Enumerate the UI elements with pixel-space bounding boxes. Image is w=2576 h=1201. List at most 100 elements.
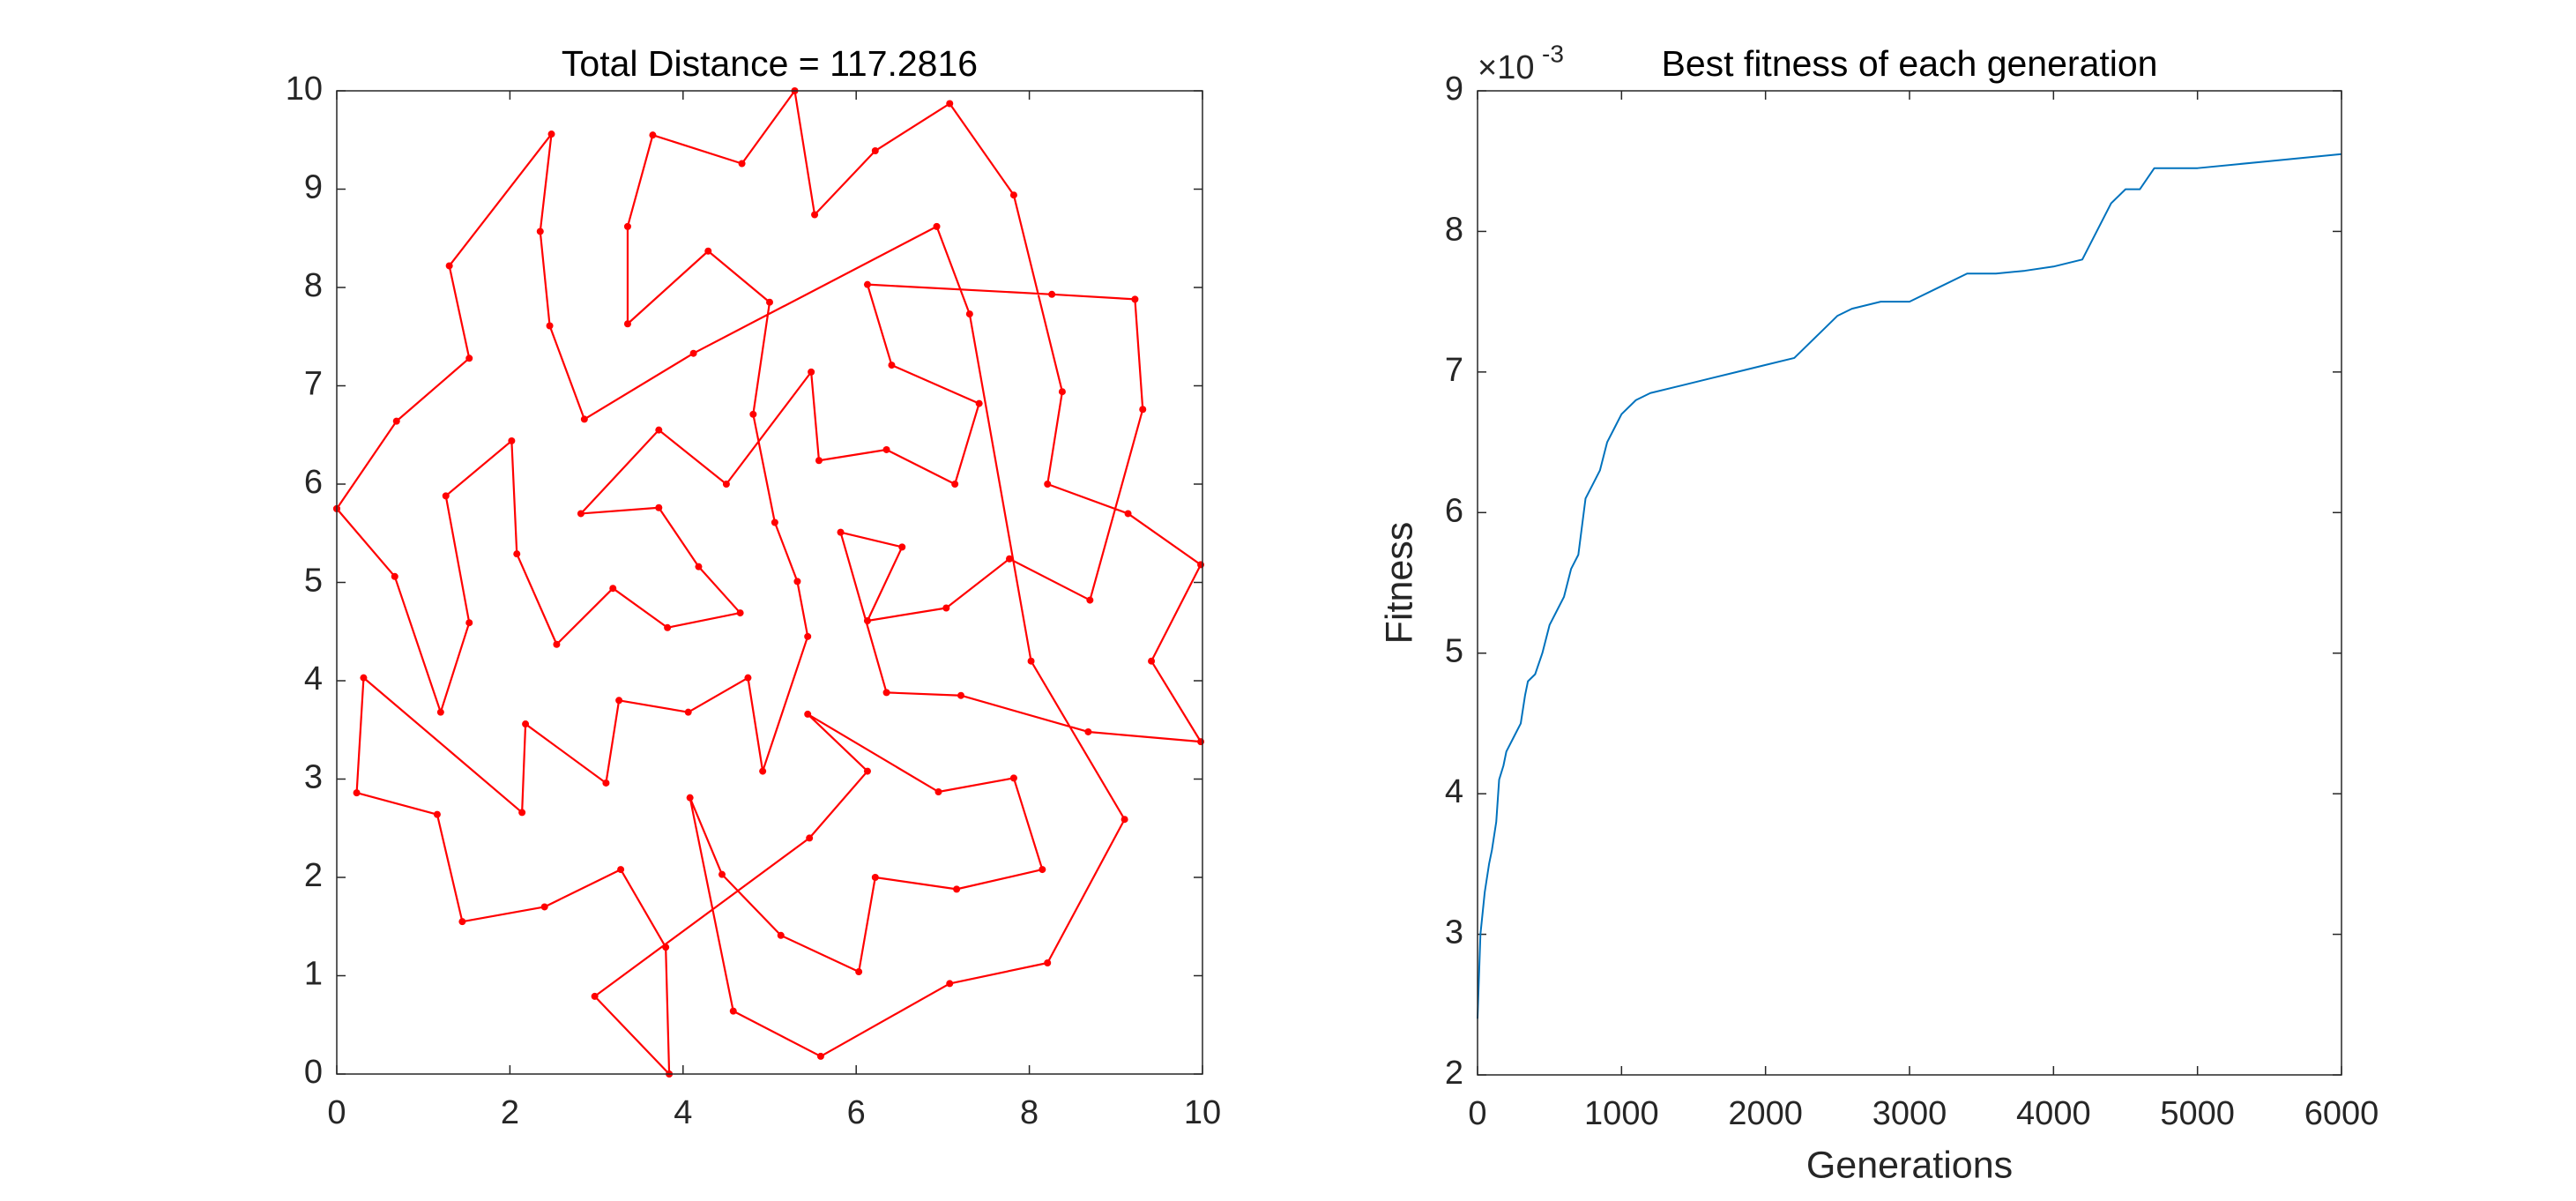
x-tick-label: 6 [847,1094,866,1131]
data-point [684,708,692,716]
data-point [729,1007,737,1015]
data-point [863,280,871,288]
data-point [609,585,617,593]
y-tick-label: 1 [304,956,323,993]
data-point [771,518,778,526]
chart-title: Best fitness of each generation [1662,43,2158,84]
data-point [1027,657,1035,665]
y-tick-label: 0 [304,1054,323,1091]
data-point [933,222,941,230]
data-point [591,992,599,1000]
x-tick-label: 0 [327,1094,346,1131]
data-point [391,572,398,580]
data-point [1044,959,1052,967]
x-axis-label: Generations [1806,1144,2013,1186]
data-point [965,310,973,318]
data-point [436,708,444,716]
y-tick-label: 2 [304,857,323,894]
y-tick-label: 5 [304,563,323,600]
data-point [882,445,890,453]
data-point [580,415,588,423]
y-tick-label: 3 [1445,914,1463,951]
data-point [546,322,554,330]
data-point [689,349,697,357]
x-tick-label: 10 [1184,1094,1221,1131]
data-point [888,362,896,369]
data-point [871,874,879,881]
data-point [855,968,863,976]
data-point [623,320,631,328]
data-point [744,674,752,682]
y-tick-label: 7 [1445,352,1463,389]
data-point [808,368,815,376]
data-point [540,903,548,911]
data-point [882,689,890,697]
data-line [1477,153,2342,1019]
data-point [623,222,631,230]
data-point [815,457,823,465]
axes-box [336,90,1203,1075]
x-tick-label: 2 [501,1094,519,1131]
y-tick-label: 8 [1445,211,1463,248]
data-point [942,604,950,612]
data-point [602,779,610,787]
data-point [1139,406,1147,414]
x-tick-label: 0 [1468,1095,1486,1132]
data-point [811,211,819,219]
data-point [655,426,663,434]
data-point [433,810,441,818]
data-point [934,787,942,795]
y-tick-label: 9 [304,169,323,206]
data-point [577,510,584,518]
x-tick-label: 4000 [2016,1095,2091,1132]
data-point [957,691,965,699]
data-point [1086,596,1094,604]
y-tick-label: 6 [304,464,323,501]
data-line [336,89,1202,1076]
data-point [465,619,473,627]
data-point [722,481,730,488]
data-point [975,399,983,407]
data-point [718,870,726,878]
y-axis-label: Fitness [1378,522,1420,645]
data-point [615,697,623,705]
data-point [759,767,767,775]
data-point [536,228,544,235]
data-point [649,131,657,139]
x-tick-label: 8 [1020,1094,1039,1131]
y-multiplier-exponent: -3 [1542,40,1564,67]
y-tick-label: 4 [304,660,323,697]
data-point [863,767,871,775]
data-point [777,931,785,939]
data-point [816,1052,824,1060]
axes-box [1477,90,2342,1076]
data-point [513,550,521,558]
x-tick-label: 4 [674,1094,692,1131]
data-point [655,504,663,511]
data-point [898,543,906,551]
x-tick-label: 3000 [1872,1095,1947,1132]
data-point [445,262,453,270]
x-tick-label: 1000 [1584,1095,1659,1132]
data-point [1009,774,1017,782]
data-point [946,100,954,108]
data-point [1009,191,1017,199]
data-point [686,794,694,802]
data-point [738,160,746,168]
data-point [749,410,757,418]
data-point [662,944,670,951]
data-point [946,980,954,988]
data-point [664,623,672,631]
y-tick-label: 6 [1445,492,1463,529]
data-point [1197,561,1205,569]
chart-title: Total Distance = 117.2816 [562,43,978,84]
data-point [522,720,530,728]
data-point [871,147,879,155]
y-tick-label: 4 [1445,773,1463,810]
data-point [442,492,450,500]
y-tick-label: 5 [1445,633,1463,670]
data-point [1006,555,1014,563]
data-point [953,885,961,893]
data-point [465,354,473,362]
